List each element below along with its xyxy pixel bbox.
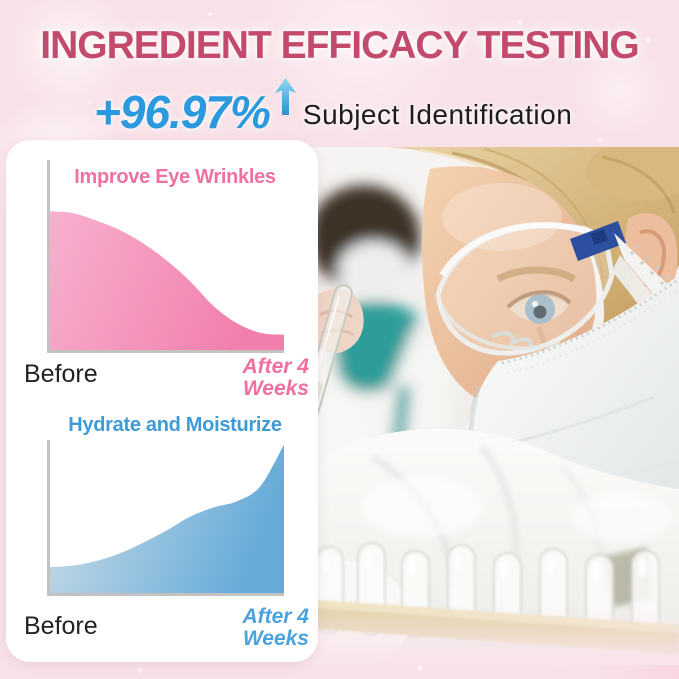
stat-label: Subject Identification xyxy=(302,99,573,130)
chart-title: Hydrate and Moisturize xyxy=(68,414,282,436)
after-label: After 4 Weeks xyxy=(242,605,309,651)
before-label: Before xyxy=(24,612,98,640)
scientist-photo xyxy=(302,147,679,665)
chart-title: Improve Eye Wrinkles xyxy=(74,166,276,188)
stat-row: +96.97% Subject Identification xyxy=(94,78,572,135)
after-label: After 4 Weeks xyxy=(242,355,309,401)
page-title: INGREDIENT EFFICACY TESTING xyxy=(40,24,640,67)
area-chart-svg xyxy=(50,444,284,593)
area-chart-svg xyxy=(50,211,284,350)
up-arrow-icon xyxy=(274,78,296,120)
chart-plot-area xyxy=(47,440,284,596)
stat-value: +96.97% xyxy=(94,86,271,138)
chart-plot-area xyxy=(47,160,284,353)
before-label: Before xyxy=(24,360,98,388)
charts-card: Improve Eye Wrinkles Before After 4 Week… xyxy=(6,140,318,662)
goggles-blue-clip xyxy=(570,221,626,261)
scientist-eye xyxy=(506,290,572,324)
